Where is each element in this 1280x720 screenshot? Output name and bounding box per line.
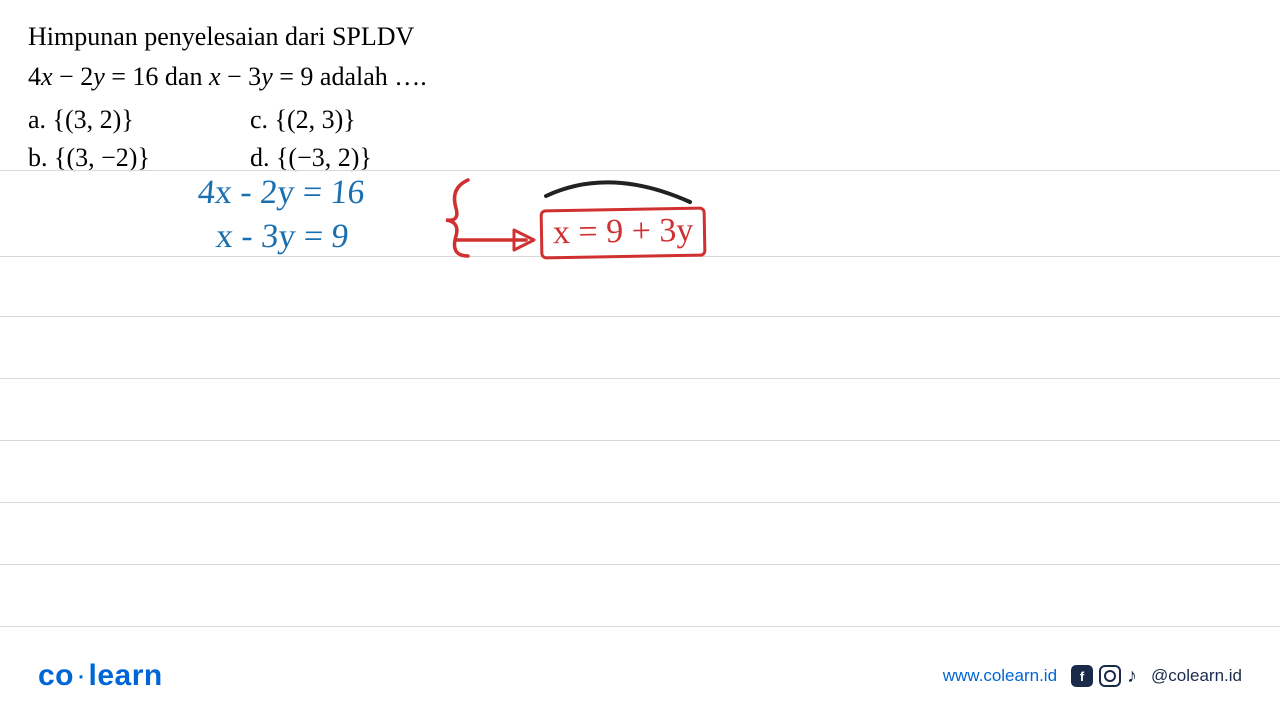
instagram-icon [1099,665,1121,687]
question-line2: 4x − 2y = 16 dan x − 3y = 9 adalah …. [28,58,1252,96]
txt: = 9 adalah …. [273,62,427,91]
option-a: a. {(3, 2)} [28,101,150,139]
option-d: d. {(−3, 2)} [250,139,372,177]
ruled-line [0,316,1280,317]
txt: − 3 [221,62,262,91]
ruled-line [0,440,1280,441]
logo-learn: learn [89,659,163,692]
facebook-icon: f [1071,665,1093,687]
question-area: Himpunan penyelesaian dari SPLDV 4x − 2y… [0,0,1280,177]
footer: co·learn www.colearn.id f ♪ @colearn.id [0,650,1280,720]
logo-dot: · [76,659,87,692]
options-col-right: c. {(2, 3)} d. {(−3, 2)} [250,101,372,176]
question-line1: Himpunan penyelesaian dari SPLDV [28,18,1252,56]
txt: − 2 [53,62,94,91]
footer-handle: @colearn.id [1151,666,1242,686]
social-icons: f ♪ [1071,665,1137,688]
handwriting-boxed: x = 9 + 3y [540,207,707,260]
options: a. {(3, 2)} b. {(3, −2)} c. {(2, 3)} d. … [28,101,1252,176]
var-x: x [209,62,221,91]
arrow-icon [454,226,554,256]
logo: co·learn [38,659,163,693]
footer-right: www.colearn.id f ♪ @colearn.id [943,665,1242,688]
ruled-line [0,378,1280,379]
handwriting-eq1: 4x - 2y = 16 [197,176,366,210]
var-y: y [261,62,273,91]
var-x: x [41,62,53,91]
ruled-line [0,564,1280,565]
logo-co: co [38,659,74,692]
txt: 4 [28,62,41,91]
txt: = 16 dan [105,62,209,91]
options-col-left: a. {(3, 2)} b. {(3, −2)} [28,101,150,176]
option-b: b. {(3, −2)} [28,139,150,177]
ruled-line [0,170,1280,171]
ruled-line [0,502,1280,503]
handwriting-eq2: x - 3y = 9 [215,220,350,254]
arc-icon [540,172,700,212]
tiktok-icon: ♪ [1127,665,1137,688]
footer-url: www.colearn.id [943,666,1057,686]
var-y: y [93,62,105,91]
ruled-line [0,626,1280,627]
option-c: c. {(2, 3)} [250,101,372,139]
